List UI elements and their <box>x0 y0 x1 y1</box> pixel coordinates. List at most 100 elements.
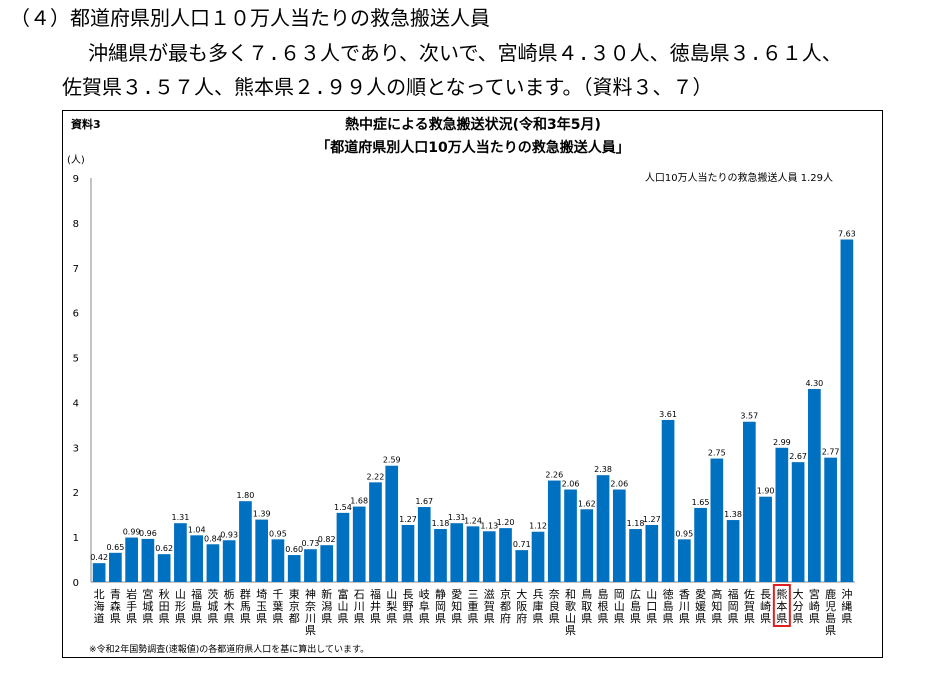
x-tick-label: 大 <box>516 587 527 601</box>
bar <box>531 531 545 582</box>
bar-value-label: 1.24 <box>464 516 482 525</box>
x-tick-label: 木 <box>224 600 235 613</box>
x-tick-label: 奈 <box>549 587 560 601</box>
x-tick-label: 県 <box>484 612 495 625</box>
bar-value-label: 1.27 <box>399 515 417 524</box>
x-tick-label: 良 <box>549 599 560 613</box>
bar-value-label: 0.95 <box>269 529 287 538</box>
x-tick-label: 県 <box>760 612 771 625</box>
bar-value-label: 1.62 <box>578 499 596 508</box>
x-tick-label: 長 <box>402 588 413 601</box>
bar-value-label: 0.84 <box>204 534 222 543</box>
x-tick-label: 福 <box>728 587 739 601</box>
x-tick-label: 阜 <box>419 600 430 613</box>
bar-value-label: 1.68 <box>350 497 368 506</box>
x-tick-label: 長 <box>760 588 771 601</box>
bar <box>808 388 821 582</box>
x-tick-label: 広 <box>630 588 641 601</box>
x-tick-label: 県 <box>565 624 576 637</box>
bar-value-label: 3.61 <box>659 410 677 419</box>
bar <box>336 512 350 582</box>
bar <box>710 458 724 582</box>
bar <box>239 501 252 582</box>
bar-value-label: 2.99 <box>773 438 791 447</box>
bar <box>271 539 285 582</box>
bar-value-label: 1.90 <box>757 487 775 496</box>
x-tick-label: 崎 <box>760 599 771 613</box>
x-tick-label: 縄 <box>841 599 852 613</box>
x-tick-label: 県 <box>549 612 560 625</box>
bar <box>515 550 529 582</box>
x-tick-label: 庫 <box>533 599 544 613</box>
x-tick-label: 県 <box>679 612 690 625</box>
x-tick-label: 富 <box>337 587 348 601</box>
bar-value-label: 1.12 <box>529 522 547 531</box>
bar <box>661 419 675 582</box>
x-tick-label: 県 <box>809 612 820 625</box>
bar-value-label: 1.20 <box>497 518 515 527</box>
bar-value-label: 2.59 <box>383 456 401 465</box>
chart-frame: 資料3 熱中症による救急搬送状況(令和3年5月) 「都道府県別人口10万人当たりの救… <box>62 110 883 658</box>
x-tick-label: 歌 <box>565 599 576 613</box>
x-tick-label: 府 <box>500 611 511 625</box>
y-tick-label: 4 <box>73 398 79 409</box>
bar-value-label: 2.77 <box>822 448 840 457</box>
x-tick-label: 府 <box>516 611 527 625</box>
x-tick-label: 県 <box>533 612 544 625</box>
bar-value-label: 1.31 <box>171 513 189 522</box>
x-tick-label: 県 <box>321 612 332 625</box>
x-tick-label: 鳥 <box>581 587 592 601</box>
bar <box>320 545 334 582</box>
bar <box>222 540 236 582</box>
bar-value-label: 1.38 <box>724 510 742 519</box>
y-tick-label: 8 <box>73 219 79 230</box>
x-tick-label: 県 <box>386 612 397 625</box>
bar-value-label: 1.80 <box>237 491 255 500</box>
bar <box>109 552 122 582</box>
y-tick-label: 5 <box>73 354 79 365</box>
x-tick-label: 県 <box>711 612 722 625</box>
x-tick-label: 県 <box>272 612 283 625</box>
bar <box>401 524 415 582</box>
bar <box>694 507 707 582</box>
x-tick-label: 森 <box>110 599 121 613</box>
x-tick-label: 県 <box>598 612 609 625</box>
bar-value-label: 0.99 <box>123 528 141 537</box>
x-tick-label: 城 <box>142 600 153 613</box>
x-tick-label: 京 <box>500 587 511 601</box>
bar <box>450 523 464 582</box>
x-tick-label: 賀 <box>744 600 755 613</box>
bar-value-label: 0.60 <box>285 545 303 554</box>
x-tick-label: 川 <box>679 600 690 613</box>
x-tick-label: 愛 <box>451 588 462 601</box>
bar-value-label: 0.73 <box>302 539 320 548</box>
x-tick-label: 県 <box>191 612 202 625</box>
bar-value-label: 1.65 <box>692 498 710 507</box>
x-tick-label: 熊 <box>776 587 787 601</box>
x-tick-label: 山 <box>646 588 657 601</box>
x-tick-label: 島 <box>598 587 609 601</box>
bar <box>612 489 626 582</box>
bar <box>499 528 512 582</box>
x-tick-label: 川 <box>354 600 365 613</box>
y-axis-label: (人) <box>67 154 85 166</box>
x-tick-label: 県 <box>159 612 170 625</box>
x-tick-label: 知 <box>451 599 462 613</box>
bar <box>287 555 301 582</box>
section-heading: （４）都道府県別人口１０万人当たりの救急搬送人員 <box>10 6 490 30</box>
x-tick-label: 県 <box>841 612 852 625</box>
x-tick-label: 県 <box>728 612 739 625</box>
bar-value-label: 2.06 <box>610 480 628 489</box>
bar <box>304 549 317 582</box>
bar <box>629 529 642 582</box>
bar-value-label: 0.82 <box>318 535 336 544</box>
x-tick-label: 阪 <box>516 599 527 613</box>
x-tick-label: 福 <box>370 587 381 601</box>
x-tick-label: 千 <box>272 588 283 601</box>
bar-value-label: 1.04 <box>188 525 206 534</box>
bar-value-label: 1.54 <box>334 503 352 512</box>
x-tick-label: 埼 <box>256 587 267 601</box>
bar <box>255 519 269 582</box>
x-tick-label: 口 <box>646 600 657 613</box>
bar <box>840 239 854 582</box>
